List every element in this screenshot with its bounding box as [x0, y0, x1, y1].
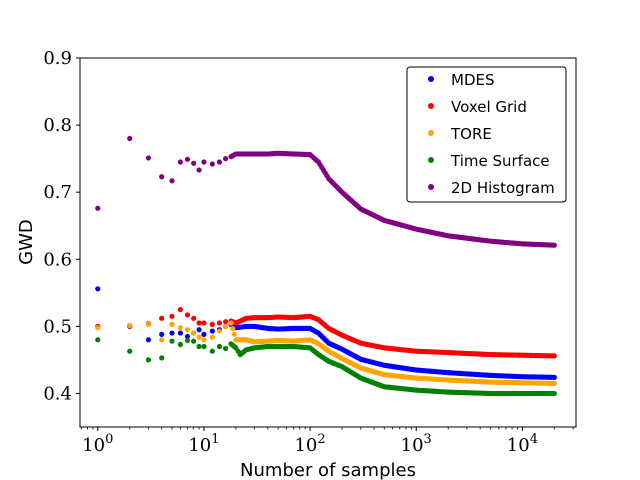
y-tick-label: 0.5 [43, 316, 72, 337]
data-point [551, 390, 557, 397]
data-point [145, 155, 152, 161]
y-axis-label: GWD [16, 219, 37, 265]
data-point [223, 323, 229, 329]
data-point [95, 286, 101, 292]
data-point [196, 343, 202, 350]
legend-entry: Time Surface [450, 152, 550, 170]
data-point [201, 337, 207, 343]
data-point [209, 321, 215, 327]
legend-marker [428, 103, 434, 109]
x-tick-label: 102 [294, 432, 325, 456]
data-point [95, 325, 101, 331]
data-point [209, 334, 215, 340]
legend: MDES Voxel Grid TORE Time Surface 2D Histogr… [406, 66, 567, 203]
data-point [177, 341, 183, 348]
data-point [184, 156, 191, 162]
data-point [159, 355, 165, 361]
legend-marker [428, 184, 434, 190]
data-point [551, 380, 557, 386]
data-point [191, 330, 197, 336]
series-voxel-grid [95, 306, 557, 359]
data-point [169, 338, 175, 344]
data-point [196, 167, 202, 173]
data-point [184, 327, 191, 333]
x-tick-label: 104 [507, 432, 538, 456]
data-point [177, 306, 183, 313]
legend-entry: TORE [450, 125, 492, 143]
data-point [228, 320, 234, 326]
data-point [169, 178, 175, 184]
data-point [196, 334, 202, 340]
data-point [169, 330, 175, 336]
data-point [95, 205, 101, 211]
y-tick-label: 0.9 [43, 48, 72, 69]
legend-marker [428, 157, 434, 163]
data-point [216, 343, 223, 350]
data-point [159, 337, 165, 343]
data-point [209, 328, 215, 334]
data-point [177, 159, 183, 165]
data-point [231, 331, 237, 337]
data-point [223, 156, 229, 162]
data-point [145, 357, 152, 363]
data-point [191, 338, 197, 344]
data-point [223, 345, 229, 352]
x-axis-label: Number of samples [240, 460, 416, 480]
data-point [201, 343, 207, 350]
data-point [184, 312, 191, 318]
data-point [196, 327, 202, 333]
legend-box [406, 66, 567, 203]
data-point [145, 321, 152, 327]
y-tick-label: 0.7 [43, 182, 72, 203]
data-point [169, 313, 175, 319]
data-point [216, 328, 223, 334]
data-point [209, 161, 215, 167]
x-tick-label: 103 [401, 432, 432, 456]
data-point [184, 333, 191, 340]
legend-marker [428, 130, 434, 136]
data-points [95, 135, 557, 397]
data-point [127, 135, 133, 142]
data-point [127, 323, 133, 329]
data-point [127, 348, 133, 354]
data-point [145, 337, 152, 343]
data-point [216, 320, 223, 326]
data-point [551, 242, 557, 248]
data-point [223, 319, 229, 325]
legend-marker [428, 76, 434, 82]
data-point [201, 331, 207, 338]
data-point [95, 337, 101, 343]
data-point [216, 159, 223, 165]
legend-entry: Voxel Grid [451, 98, 527, 116]
data-point [230, 326, 236, 332]
legend-entry: 2D Histogram [451, 179, 555, 197]
data-point [159, 331, 165, 338]
legend-entry: MDES [451, 71, 495, 89]
y-tick-label: 0.6 [43, 249, 72, 270]
plot-frame [79, 57, 577, 428]
series-2d-histogram [95, 135, 557, 248]
data-point [159, 315, 165, 321]
data-point [177, 325, 183, 331]
data-point [201, 320, 207, 326]
x-tick-label: 100 [82, 432, 113, 456]
x-tick-label: 101 [188, 432, 219, 456]
data-point [201, 159, 207, 165]
data-point [191, 160, 197, 166]
data-point [177, 330, 183, 336]
data-point [191, 315, 197, 321]
y-tick-label: 0.8 [43, 115, 72, 136]
data-point [159, 174, 165, 180]
series-time-surface [95, 337, 557, 397]
data-point [196, 320, 202, 326]
data-point [551, 353, 557, 359]
data-point [209, 348, 215, 354]
series-tore [95, 320, 557, 386]
y-tick-label: 0.4 [43, 383, 72, 404]
data-point [184, 337, 191, 344]
data-point [169, 321, 175, 327]
data-point [551, 374, 557, 380]
